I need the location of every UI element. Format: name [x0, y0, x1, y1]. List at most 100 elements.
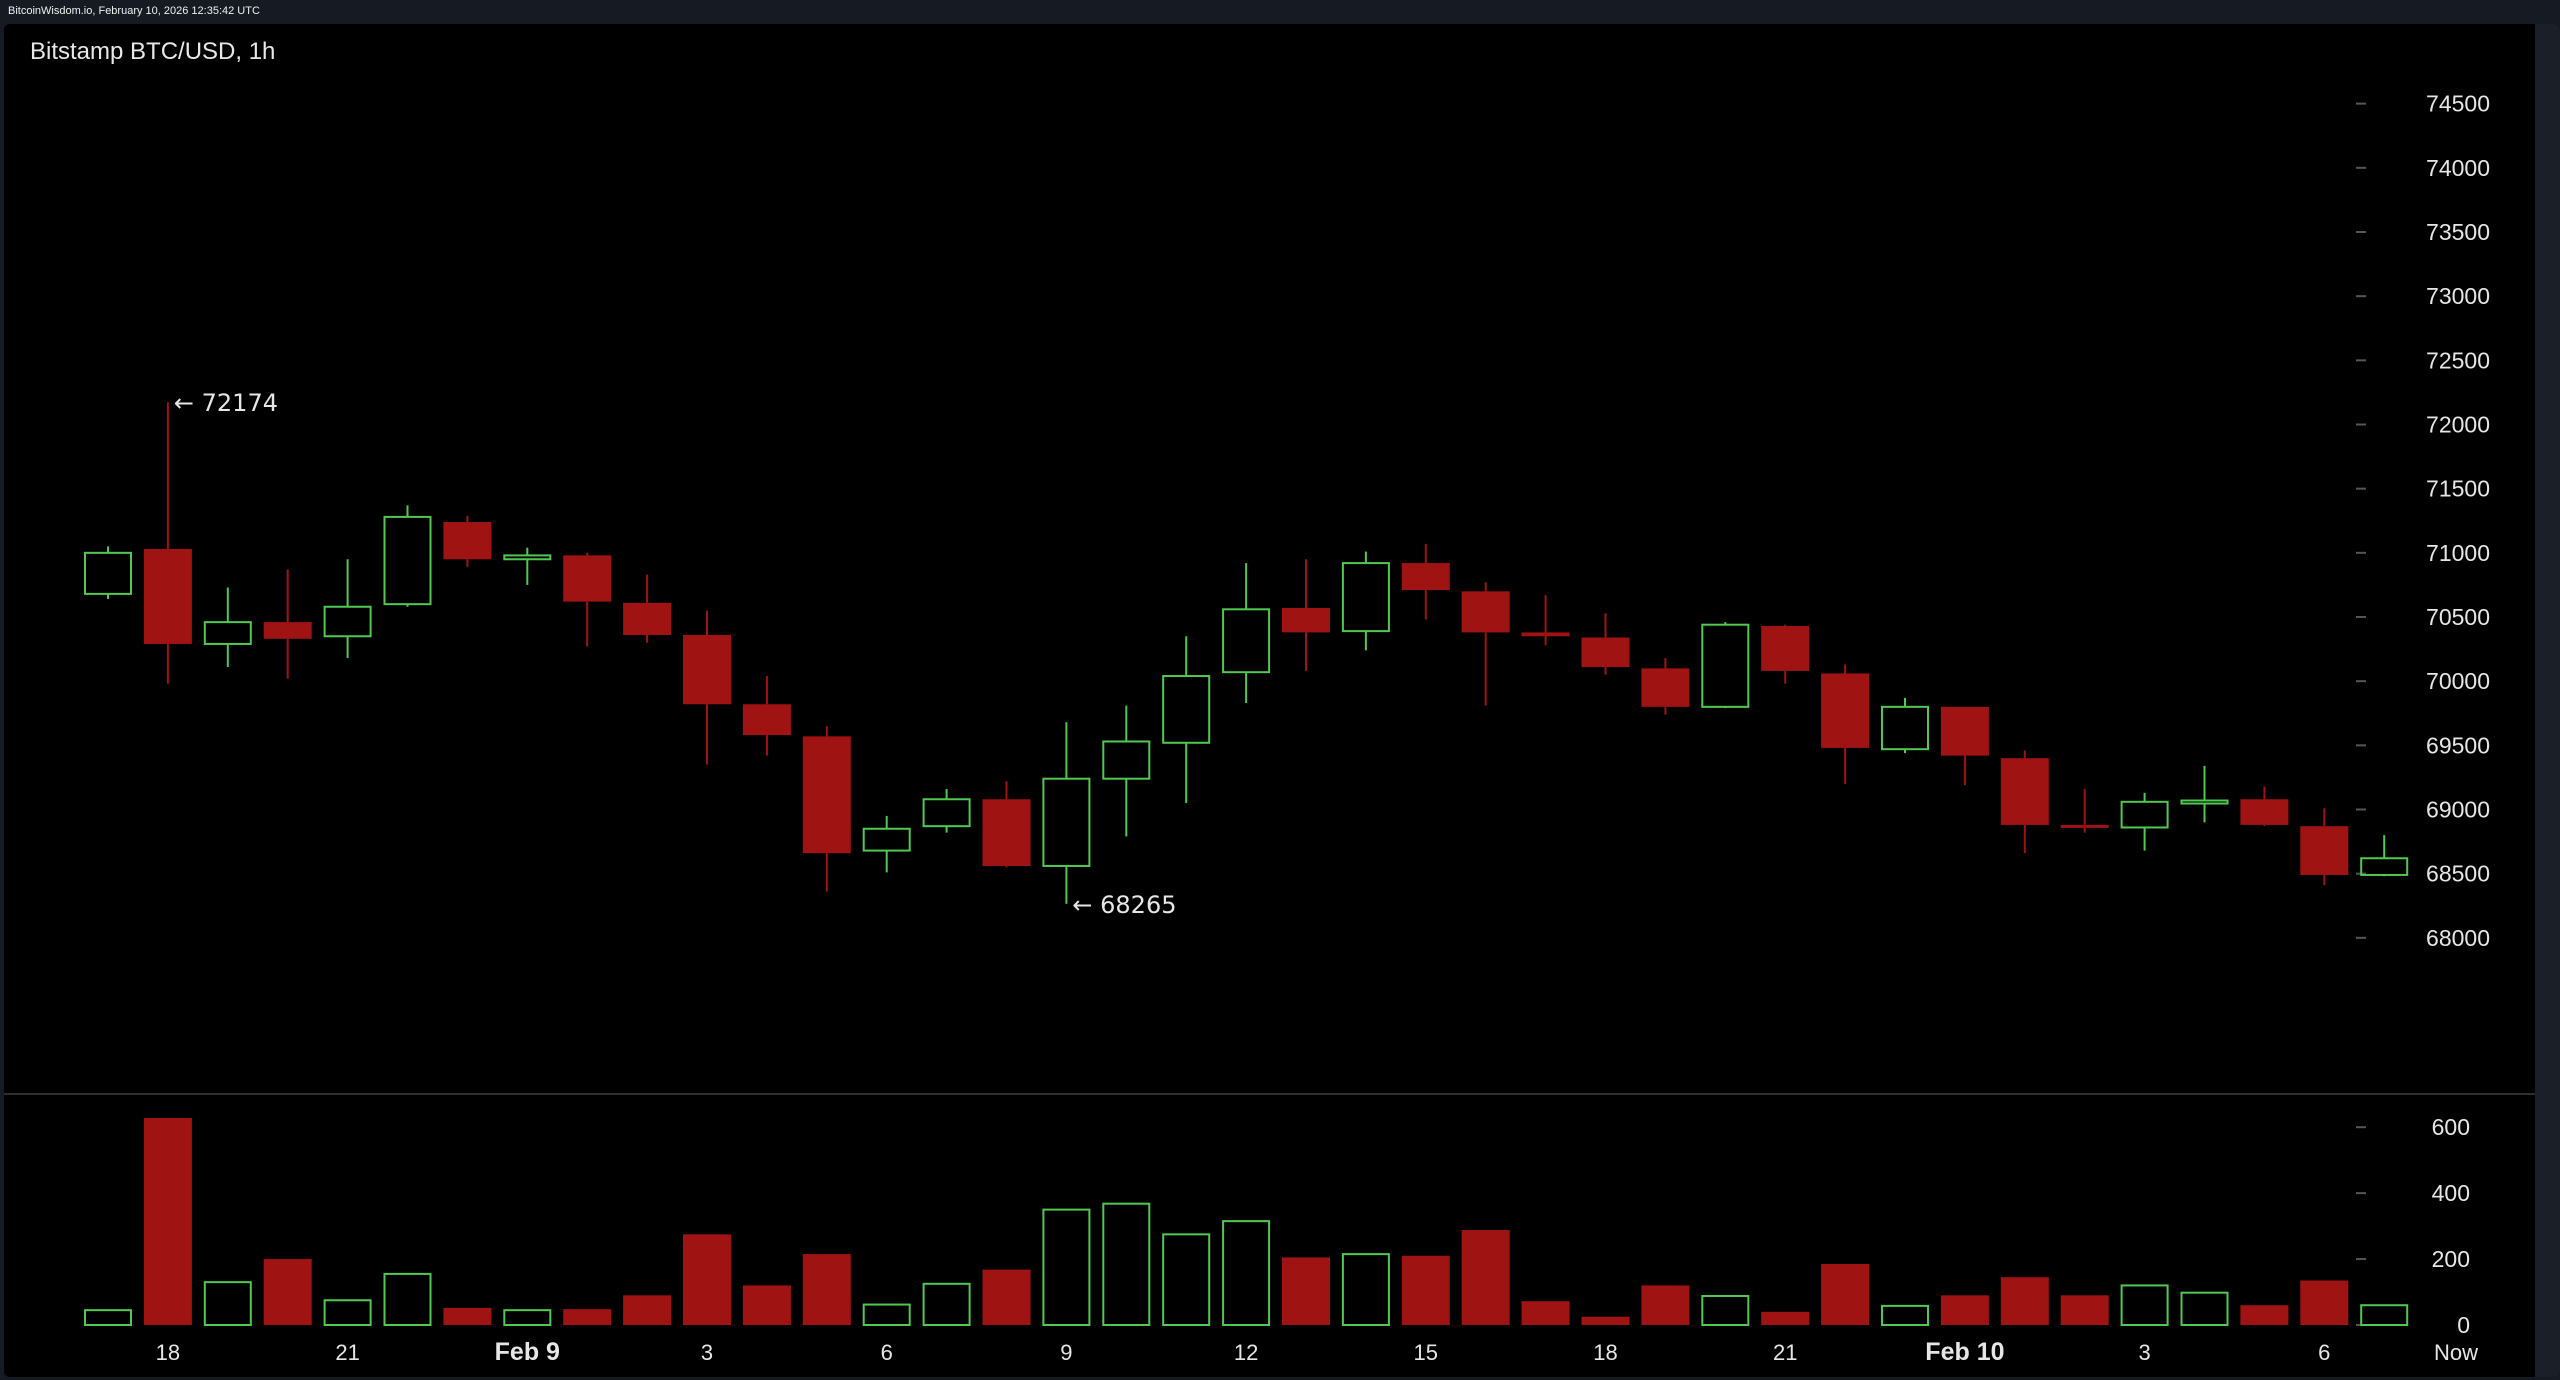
- price-annotation: ← 68265: [1072, 891, 1176, 919]
- time-tick-label: Feb 10: [1925, 1338, 2004, 1366]
- chart-panel[interactable]: 68000 68500 69000 69500 70000 70500 71000 71500…: [4, 24, 2560, 1377]
- volume-tick-label: 400: [2432, 1180, 2470, 1206]
- volume-bar-down: [443, 1307, 492, 1325]
- price-axis: 68000 68500 69000 69500 70000 70500 71000 71500…: [2356, 91, 2490, 951]
- price-annotation: ← 72174: [174, 389, 278, 417]
- candle-body: [1162, 675, 1211, 744]
- volume-tick-label: 600: [2432, 1114, 2470, 1140]
- candle-up: [84, 546, 132, 600]
- volume-bar-down: [1282, 1257, 1330, 1325]
- annotations: ← 72174 ← 68265: [174, 389, 1177, 919]
- volume-axis: 0 200 400 600: [2356, 1114, 2470, 1338]
- time-axis: 18 21 Feb 9 3 6 9 12 15 18 21 Feb 10 3 6 Now: [156, 1338, 2478, 1366]
- time-tick-label: 3: [701, 1340, 713, 1365]
- time-tick-label: 18: [156, 1340, 180, 1365]
- volume-bar-down: [1461, 1230, 1510, 1325]
- price-tick-label: 71500: [2426, 476, 2490, 502]
- candle-up: [503, 547, 552, 585]
- volume-bar-up: [1222, 1220, 1271, 1326]
- candle-body: [1581, 637, 1630, 668]
- candle-down: [1641, 658, 1690, 715]
- candle-body: [1341, 562, 1390, 633]
- candle-down: [143, 402, 192, 684]
- candle-up: [1042, 722, 1091, 904]
- volume-bar-up: [503, 1309, 552, 1326]
- candle-down: [1282, 559, 1330, 671]
- candle-body: [802, 736, 851, 854]
- candle-body: [1102, 740, 1151, 780]
- time-tick-label: Feb 9: [495, 1338, 560, 1366]
- candle-body: [1222, 608, 1271, 674]
- candle-down: [742, 676, 791, 756]
- volume-bar-down: [1761, 1311, 1810, 1325]
- price-tick-label: 69500: [2426, 732, 2490, 758]
- candle-body: [1940, 706, 1989, 756]
- candle-body: [563, 555, 612, 602]
- volume-bar-up: [2180, 1291, 2229, 1327]
- candle-up: [2120, 792, 2169, 851]
- candlestick-chart[interactable]: 68000 68500 69000 69500 70000 70500 71000 71500…: [4, 24, 2560, 1377]
- candle-down: [563, 552, 612, 647]
- candle-up: [922, 788, 971, 833]
- candle-up: [862, 815, 911, 873]
- time-tick-label: 6: [2318, 1340, 2330, 1365]
- volume-bars: [84, 1117, 2409, 1327]
- candle-body: [1761, 625, 1810, 671]
- volume-bar-up: [383, 1272, 432, 1326]
- volume-bar-up: [1042, 1208, 1091, 1326]
- candle-down: [802, 726, 851, 892]
- volume-bar-down: [2300, 1280, 2349, 1325]
- time-tick-label: 6: [881, 1340, 893, 1365]
- time-tick-label: 9: [1060, 1340, 1072, 1365]
- volume-tick-label: 0: [2457, 1312, 2470, 1338]
- candle-down: [2240, 786, 2289, 827]
- volume-bar-down: [1581, 1316, 1630, 1325]
- volume-bar-down: [563, 1309, 612, 1325]
- price-tick-label: 73500: [2426, 219, 2490, 245]
- volume-bar-down: [1821, 1264, 1870, 1325]
- volume-bar-down: [2000, 1277, 2049, 1325]
- candle-body: [2240, 799, 2289, 825]
- price-tick-label: 74500: [2426, 91, 2490, 117]
- candle-down: [1401, 543, 1450, 620]
- candle-body: [1821, 673, 1870, 748]
- candle-body: [383, 515, 432, 606]
- candle-down: [1581, 613, 1630, 675]
- volume-bar-up: [862, 1303, 911, 1326]
- candle-body: [2360, 857, 2409, 876]
- volume-bar-up: [922, 1282, 971, 1326]
- volume-bar-down: [683, 1234, 731, 1325]
- candle-up: [1881, 697, 1929, 754]
- candle-body: [443, 522, 492, 560]
- candle-down: [263, 569, 312, 679]
- candle-up: [1701, 622, 1750, 709]
- candle-body: [683, 634, 731, 705]
- candle-body: [2120, 800, 2169, 829]
- volume-tick-label: 200: [2432, 1246, 2470, 1272]
- price-tick-label: 68500: [2426, 861, 2490, 887]
- candle-down: [982, 781, 1031, 868]
- candle-body: [1521, 632, 1570, 637]
- candle-body: [203, 621, 252, 645]
- volume-bar-up: [1881, 1304, 1929, 1327]
- candle-body: [922, 798, 971, 828]
- volume-bar-up: [2120, 1284, 2169, 1326]
- candle-down: [1521, 595, 1570, 646]
- candle-body: [1701, 623, 1750, 708]
- candle-up: [2180, 765, 2229, 823]
- candle-body: [623, 602, 672, 635]
- candle-up: [323, 559, 372, 659]
- time-tick-label: 3: [2138, 1340, 2150, 1365]
- volume-bar-up: [1102, 1202, 1151, 1327]
- price-tick-label: 72000: [2426, 412, 2490, 438]
- price-tick-label: 72500: [2426, 347, 2490, 373]
- volume-bar-down: [1641, 1285, 1690, 1325]
- time-tick-label: 15: [1414, 1340, 1438, 1365]
- volume-bar-up: [2360, 1304, 2409, 1326]
- volume-bar-up: [1701, 1294, 1750, 1327]
- candle-down: [623, 574, 672, 643]
- candle-body: [503, 554, 552, 561]
- candle-body: [1461, 591, 1510, 633]
- volume-bar-down: [1521, 1301, 1570, 1325]
- volume-bar-up: [1341, 1253, 1390, 1326]
